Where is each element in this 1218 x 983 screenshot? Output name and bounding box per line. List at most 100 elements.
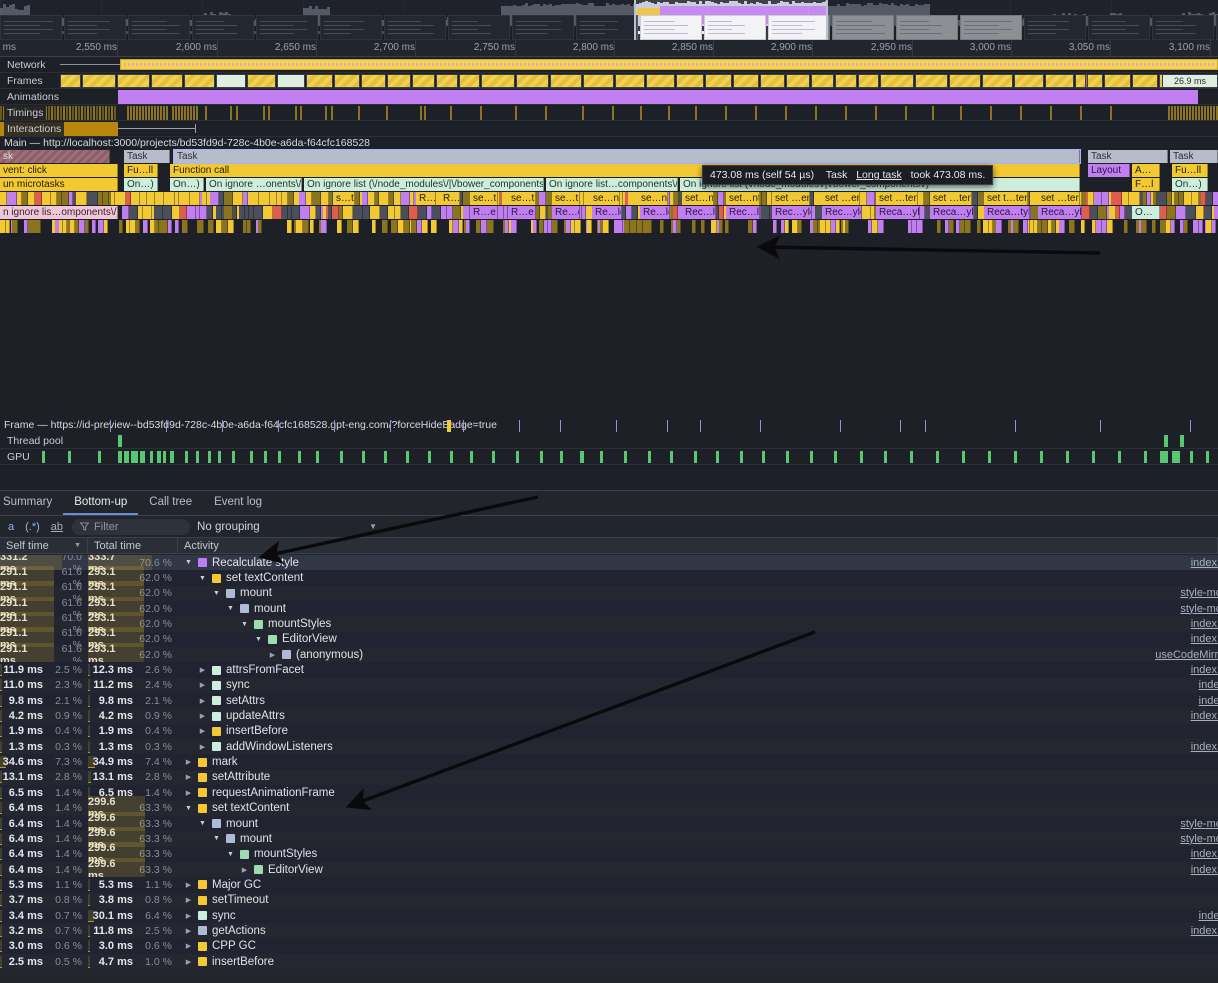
flamechart-block[interactable] (917, 220, 923, 233)
frame-block[interactable] (361, 74, 386, 88)
flamechart-block[interactable] (380, 206, 388, 219)
gpu-task[interactable] (362, 451, 365, 463)
flamechart-block[interactable] (1030, 220, 1034, 233)
frame-block[interactable] (459, 74, 480, 88)
flamechart-block[interactable] (646, 220, 652, 233)
table-row[interactable]: 11.0 ms 2.3 % 11.2 ms 2.4 % ▶ sync index. (0, 677, 1218, 694)
timing-marker[interactable] (63, 106, 65, 120)
flamechart-block[interactable] (718, 192, 724, 205)
timing-marker[interactable] (815, 106, 817, 120)
flamechart-block[interactable] (924, 192, 930, 205)
flamechart-block[interactable] (845, 220, 849, 233)
flamechart-block[interactable] (1023, 220, 1028, 233)
flamechart-block[interactable] (175, 192, 179, 205)
frame-block[interactable] (733, 74, 759, 88)
timing-marker[interactable] (108, 106, 110, 120)
flamechart-block[interactable] (316, 206, 321, 219)
expand-triangle-open-icon[interactable]: ▼ (227, 605, 234, 613)
filmstrip-frame[interactable] (64, 15, 126, 40)
flamechart-block[interactable] (288, 206, 292, 219)
gpu-task[interactable] (670, 451, 673, 463)
timing-marker[interactable] (184, 106, 186, 120)
flamechart-block[interactable] (306, 192, 312, 205)
frame-block[interactable] (760, 74, 785, 88)
gpu-task[interactable] (560, 451, 563, 463)
table-row[interactable]: 3.7 ms 0.8 % 3.8 ms 0.8 % ▶ setTimeout (0, 892, 1218, 908)
flamechart-block[interactable] (466, 220, 470, 233)
flamechart-block[interactable] (300, 206, 310, 219)
flamechart-block[interactable] (337, 220, 342, 233)
flamechart-block[interactable] (552, 220, 558, 233)
flamechart-block[interactable] (453, 220, 459, 233)
flamechart-block[interactable] (539, 220, 544, 233)
flamechart-block[interactable] (587, 220, 592, 233)
gpu-task[interactable] (580, 451, 584, 463)
filmstrip-frame[interactable] (448, 15, 510, 40)
flamechart-block[interactable] (182, 220, 188, 233)
flamechart-block[interactable]: R… (440, 192, 460, 205)
frame-event-marker[interactable] (700, 420, 701, 432)
flamechart-block[interactable] (168, 220, 172, 233)
source-link[interactable]: index.js (1190, 633, 1218, 646)
frame-event-marker[interactable] (1100, 420, 1101, 432)
flamechart-block[interactable] (826, 220, 831, 233)
flamechart-block[interactable] (621, 206, 626, 219)
gpu-task[interactable] (384, 451, 387, 463)
flamechart-block[interactable] (631, 220, 637, 233)
flamechart-block[interactable] (0, 220, 6, 233)
table-row[interactable]: 6.4 ms 1.4 % 299.6 ms 63.3 % ▼ mountStyles ind… (0, 842, 1218, 867)
flamechart-block[interactable]: set…nt (682, 192, 714, 205)
frame-event-marker[interactable] (760, 420, 761, 432)
gpu-task[interactable] (600, 451, 603, 463)
flamechart-block[interactable] (200, 206, 207, 219)
flamechart-block[interactable]: On…) (124, 178, 158, 191)
frame-block[interactable] (247, 74, 276, 88)
flamechart-block[interactable] (820, 220, 826, 233)
flamechart-block[interactable] (544, 220, 548, 233)
gpu-task[interactable] (884, 451, 887, 463)
flamechart-block[interactable]: Reca…tyle (984, 206, 1030, 219)
flamechart-block[interactable] (504, 206, 508, 219)
table-row[interactable]: 11.9 ms 2.5 % 12.3 ms 2.6 % ▶ attrsFromFacet i… (0, 662, 1218, 678)
flamechart-block[interactable]: set…nt (726, 192, 760, 205)
frame-block[interactable] (481, 74, 515, 88)
flamechart-block[interactable] (808, 192, 814, 205)
gpu-task[interactable] (810, 451, 813, 463)
filmstrip-frame[interactable] (512, 15, 574, 40)
flamechart-block[interactable] (1094, 192, 1102, 205)
flamechart-block[interactable] (624, 220, 630, 233)
flamechart-block[interactable]: Reca…yle (876, 206, 920, 219)
timing-marker[interactable] (111, 106, 113, 120)
source-link[interactable]: index.js (1190, 556, 1218, 569)
timing-marker[interactable] (84, 106, 86, 120)
frame-event-marker[interactable] (447, 420, 451, 432)
flamechart-block[interactable] (42, 192, 51, 205)
flamechart-block[interactable] (401, 206, 409, 219)
frame-event-marker[interactable] (222, 420, 223, 432)
flamechart-block[interactable] (312, 192, 321, 205)
source-link[interactable]: index. (1198, 909, 1218, 922)
tab-call-tree[interactable]: Call tree (149, 496, 193, 508)
flamechart-block[interactable] (670, 192, 674, 205)
timing-marker[interactable] (932, 106, 934, 120)
flamechart-block[interactable] (79, 220, 85, 233)
flamechart-block[interactable] (1052, 220, 1056, 233)
frame-block[interactable] (516, 74, 549, 88)
flamechart-block[interactable]: Rec…yle (772, 206, 812, 219)
timing-marker[interactable] (163, 106, 165, 120)
flamechart-block[interactable] (372, 220, 376, 233)
expand-triangle-open-icon[interactable]: ▼ (199, 574, 206, 582)
source-link[interactable]: style-mod (1180, 817, 1218, 830)
flamechart-block[interactable]: set …tent (876, 192, 918, 205)
flamechart-block[interactable] (410, 192, 414, 205)
expand-triangle-open-icon[interactable]: ▼ (227, 850, 234, 858)
gpu-task[interactable] (124, 451, 129, 463)
frame-event-marker[interactable] (278, 420, 279, 432)
source-link[interactable]: index.js (1190, 664, 1218, 677)
flamechart-block[interactable]: O… (1132, 206, 1160, 219)
timing-marker[interactable] (905, 106, 907, 120)
frame-block[interactable] (334, 74, 360, 88)
table-row[interactable]: 2.5 ms 0.5 % 4.7 ms 1.0 % ▶ insertBefore (0, 953, 1218, 970)
timing-marker[interactable] (181, 106, 183, 120)
flamechart-block[interactable] (404, 220, 410, 233)
